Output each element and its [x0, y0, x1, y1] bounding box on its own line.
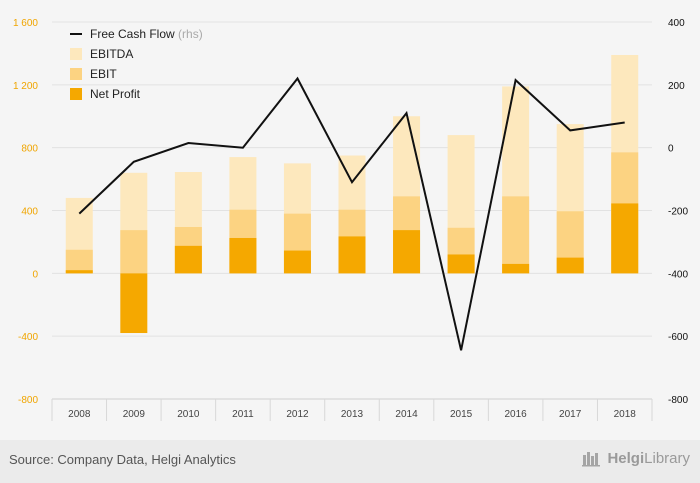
bar-net-profit — [338, 236, 366, 274]
y-right-tick-label: -400 — [668, 269, 688, 280]
x-tick-label: 2008 — [68, 409, 91, 420]
x-tick-label: 2017 — [559, 409, 582, 420]
bar-net-profit — [611, 203, 639, 274]
chart: -800 -400 0 400 800 1 200 1 600 -800 -600 -400 -20… — [13, 18, 688, 421]
bar-net-profit — [174, 245, 202, 274]
y-left-tick-label: 0 — [32, 269, 38, 280]
x-tick-label: 2016 — [505, 409, 528, 420]
x-tick-label: 2018 — [614, 409, 637, 420]
line-free-cash-flow — [78, 76, 625, 351]
y-left-tick-label: 800 — [21, 144, 38, 155]
legend-label: EBITDA — [90, 47, 133, 61]
bar-net-profit — [229, 237, 257, 274]
y-left-tick-label: 400 — [21, 207, 38, 218]
legend-swatch — [70, 48, 82, 60]
legend-swatch — [70, 68, 82, 80]
y-right-tick-label: -200 — [668, 207, 688, 218]
source-note: Source: Company Data, Helgi Analytics — [9, 452, 236, 467]
bar-net-profit — [65, 270, 93, 274]
footer: Source: Company Data, Helgi Analytics He… — [0, 440, 700, 483]
bar-net-profit — [393, 230, 421, 274]
y-right-tick-label: -600 — [668, 332, 688, 343]
bar-ebit — [65, 249, 93, 274]
bar-net-profit — [120, 273, 148, 334]
y-left-tick-label: -400 — [18, 332, 38, 343]
bar-net-profit — [283, 250, 311, 274]
y-right-tick-label: 400 — [668, 18, 685, 29]
legend-label: Net Profit — [90, 87, 141, 101]
legend-label: Free Cash Flow (rhs) — [90, 27, 203, 41]
bar-net-profit — [502, 263, 530, 274]
library-icon — [582, 452, 601, 467]
brand-logo: HelgiLibrary — [581, 449, 690, 467]
chart-svg: -800 -400 0 400 800 1 200 1 600 -800 -600 -400 -20… — [13, 18, 688, 421]
legend-label-suffix: (rhs) — [175, 27, 203, 41]
y-left-tick-label: 1 600 — [13, 18, 38, 29]
legend-label: EBIT — [90, 67, 117, 81]
x-tick-label: 2012 — [286, 409, 309, 420]
y-left-tick-label: 1 200 — [13, 81, 38, 92]
x-tick-label: 2014 — [395, 409, 418, 420]
legend-swatch — [70, 88, 82, 100]
y-right-tick-label: 0 — [668, 144, 674, 155]
x-tick-label: 2010 — [177, 409, 200, 420]
x-tick-label: 2013 — [341, 409, 364, 420]
bar-ebit — [120, 230, 148, 274]
y-left-tick-label: -800 — [18, 395, 38, 406]
y-right-tick-label: 200 — [668, 81, 685, 92]
bar-ebit — [502, 196, 530, 274]
bar-net-profit — [556, 257, 584, 274]
x-tick-label: 2011 — [232, 409, 254, 420]
x-tick-label: 2015 — [450, 409, 473, 420]
brand-name: HelgiLibrary — [607, 449, 690, 467]
bar-net-profit — [447, 254, 475, 274]
x-tick-label: 2009 — [123, 409, 146, 420]
y-right-tick-label: -800 — [668, 395, 688, 406]
